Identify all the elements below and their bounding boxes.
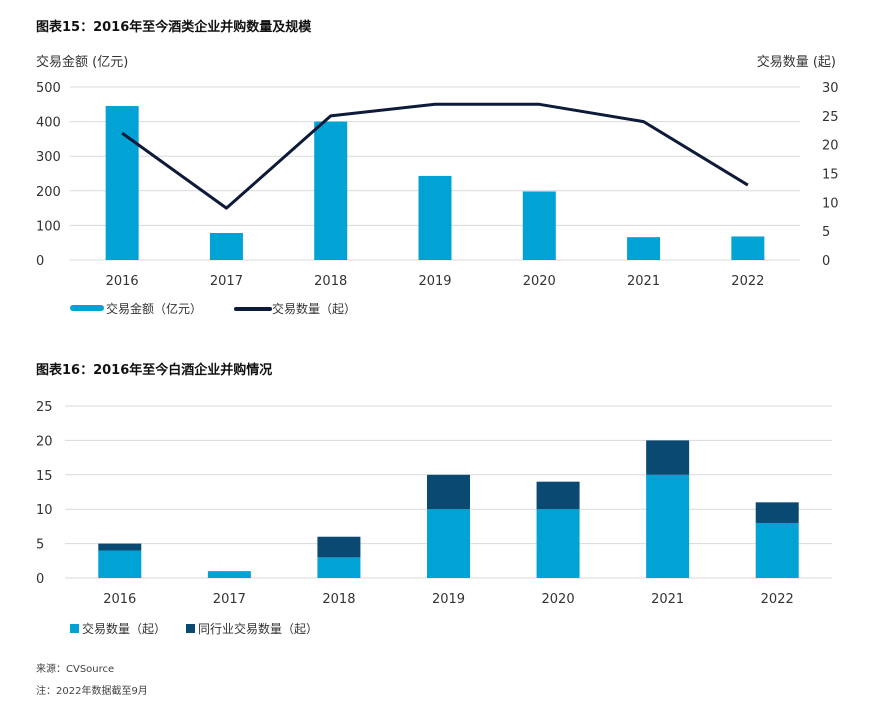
chart16-title: 图表16：2016年至今白酒企业并购情况: [36, 363, 273, 378]
bar-count-2020: [536, 509, 580, 578]
chart15-left-axis-label: 交易金额 (亿元): [36, 54, 128, 70]
chart15-bars: [105, 106, 765, 260]
right-tick-label: 5: [822, 225, 830, 240]
bar-count-2022: [755, 522, 799, 578]
x-tick-label: 2016: [106, 274, 139, 289]
x-tick-label: 2019: [432, 592, 465, 607]
x-tick-label: 2020: [523, 274, 556, 289]
chart15-right-axis-label: 交易数量 (起): [757, 54, 836, 70]
line-count: [121, 102, 749, 210]
legend-swatch-same-industry: [186, 624, 195, 633]
y-tick-label: 20: [36, 434, 53, 449]
right-tick-label: 0: [822, 254, 830, 269]
bar-amount-2021: [627, 237, 661, 260]
legend-label-count: 交易数量（起）: [82, 621, 166, 636]
left-tick-label: 0: [36, 254, 44, 269]
x-tick-label: 2018: [314, 274, 347, 289]
chart16-legend: 交易数量（起） 同行业交易数量（起）: [70, 621, 318, 636]
legend-label-amount: 交易金额（亿元）: [106, 301, 202, 316]
right-tick-label: 25: [822, 110, 839, 125]
bar-amount-2022: [731, 236, 765, 260]
chart16-y-ticks: 0 5 10 15 20 25: [36, 400, 53, 587]
bar-amount-2016: [105, 106, 139, 260]
bar-amount-2017: [209, 233, 243, 260]
x-tick-label: 2018: [322, 592, 355, 607]
bar-same-industry-2016: [98, 543, 142, 551]
left-tick-label: 100: [36, 219, 61, 234]
x-tick-label: 2017: [210, 274, 243, 289]
bar-same-industry-2018: [317, 536, 361, 558]
right-tick-label: 15: [822, 168, 839, 183]
chart15: 交易金额 (亿元) 交易数量 (起) 0 100 200 300 400 500 0 5 10…: [36, 54, 839, 316]
legend-swatch-count: [70, 624, 79, 633]
bar-count-2021: [646, 474, 690, 578]
chart16-bars: [98, 440, 799, 578]
chart16-x-ticks: 2016 2017 2018 2019 2020 2021 2022: [103, 592, 794, 607]
x-tick-label: 2019: [418, 274, 451, 289]
bar-amount-2018: [314, 121, 348, 260]
left-tick-label: 500: [36, 81, 61, 96]
chart15-title: 图表15：2016年至今酒类企业并购数量及规模: [36, 20, 312, 35]
bar-count-2017: [207, 571, 251, 578]
x-tick-label: 2022: [731, 274, 764, 289]
right-tick-label: 10: [822, 196, 839, 211]
x-tick-label: 2021: [651, 592, 684, 607]
bar-count-2018: [317, 557, 361, 578]
footnote: 注：2022年数据截至9月: [36, 686, 148, 697]
bar-same-industry-2019: [427, 474, 470, 510]
x-tick-label: 2021: [627, 274, 660, 289]
left-tick-label: 200: [36, 185, 61, 200]
bar-same-industry-2020: [536, 481, 580, 510]
bar-amount-2019: [418, 175, 452, 260]
chart15-left-ticks: 0 100 200 300 400 500: [36, 81, 61, 269]
x-tick-label: 2020: [542, 592, 575, 607]
y-tick-label: 5: [36, 538, 44, 553]
bar-same-industry-2022: [755, 502, 799, 523]
chart16-gridlines: [65, 405, 832, 579]
chart15-right-ticks: 0 5 10 15 20 25 30: [822, 81, 839, 269]
bar-count-2019: [427, 509, 470, 578]
right-tick-label: 30: [822, 81, 839, 96]
y-tick-label: 10: [36, 503, 53, 518]
chart15-line-series: [121, 102, 749, 210]
y-tick-label: 15: [36, 469, 53, 484]
x-tick-label: 2017: [213, 592, 246, 607]
y-tick-label: 25: [36, 400, 53, 415]
x-tick-label: 2022: [761, 592, 794, 607]
legend-label-same-industry: 同行业交易数量（起）: [198, 621, 318, 636]
left-tick-label: 400: [36, 116, 61, 131]
chart15-legend: 交易金额（亿元） 交易数量（起）: [70, 301, 356, 316]
bar-same-industry-2021: [646, 440, 690, 475]
source-note: 来源：CVSource: [36, 664, 115, 675]
legend-swatch-amount: [70, 305, 104, 311]
bar-count-2016: [98, 550, 142, 578]
legend-label-count: 交易数量（起）: [272, 301, 356, 316]
y-tick-label: 0: [36, 572, 44, 587]
chart15-x-ticks: 2016 2017 2018 2019 2020 2021 2022: [106, 274, 765, 289]
right-tick-label: 20: [822, 139, 839, 154]
bar-amount-2020: [522, 191, 556, 260]
x-tick-label: 2016: [103, 592, 136, 607]
left-tick-label: 300: [36, 150, 61, 165]
